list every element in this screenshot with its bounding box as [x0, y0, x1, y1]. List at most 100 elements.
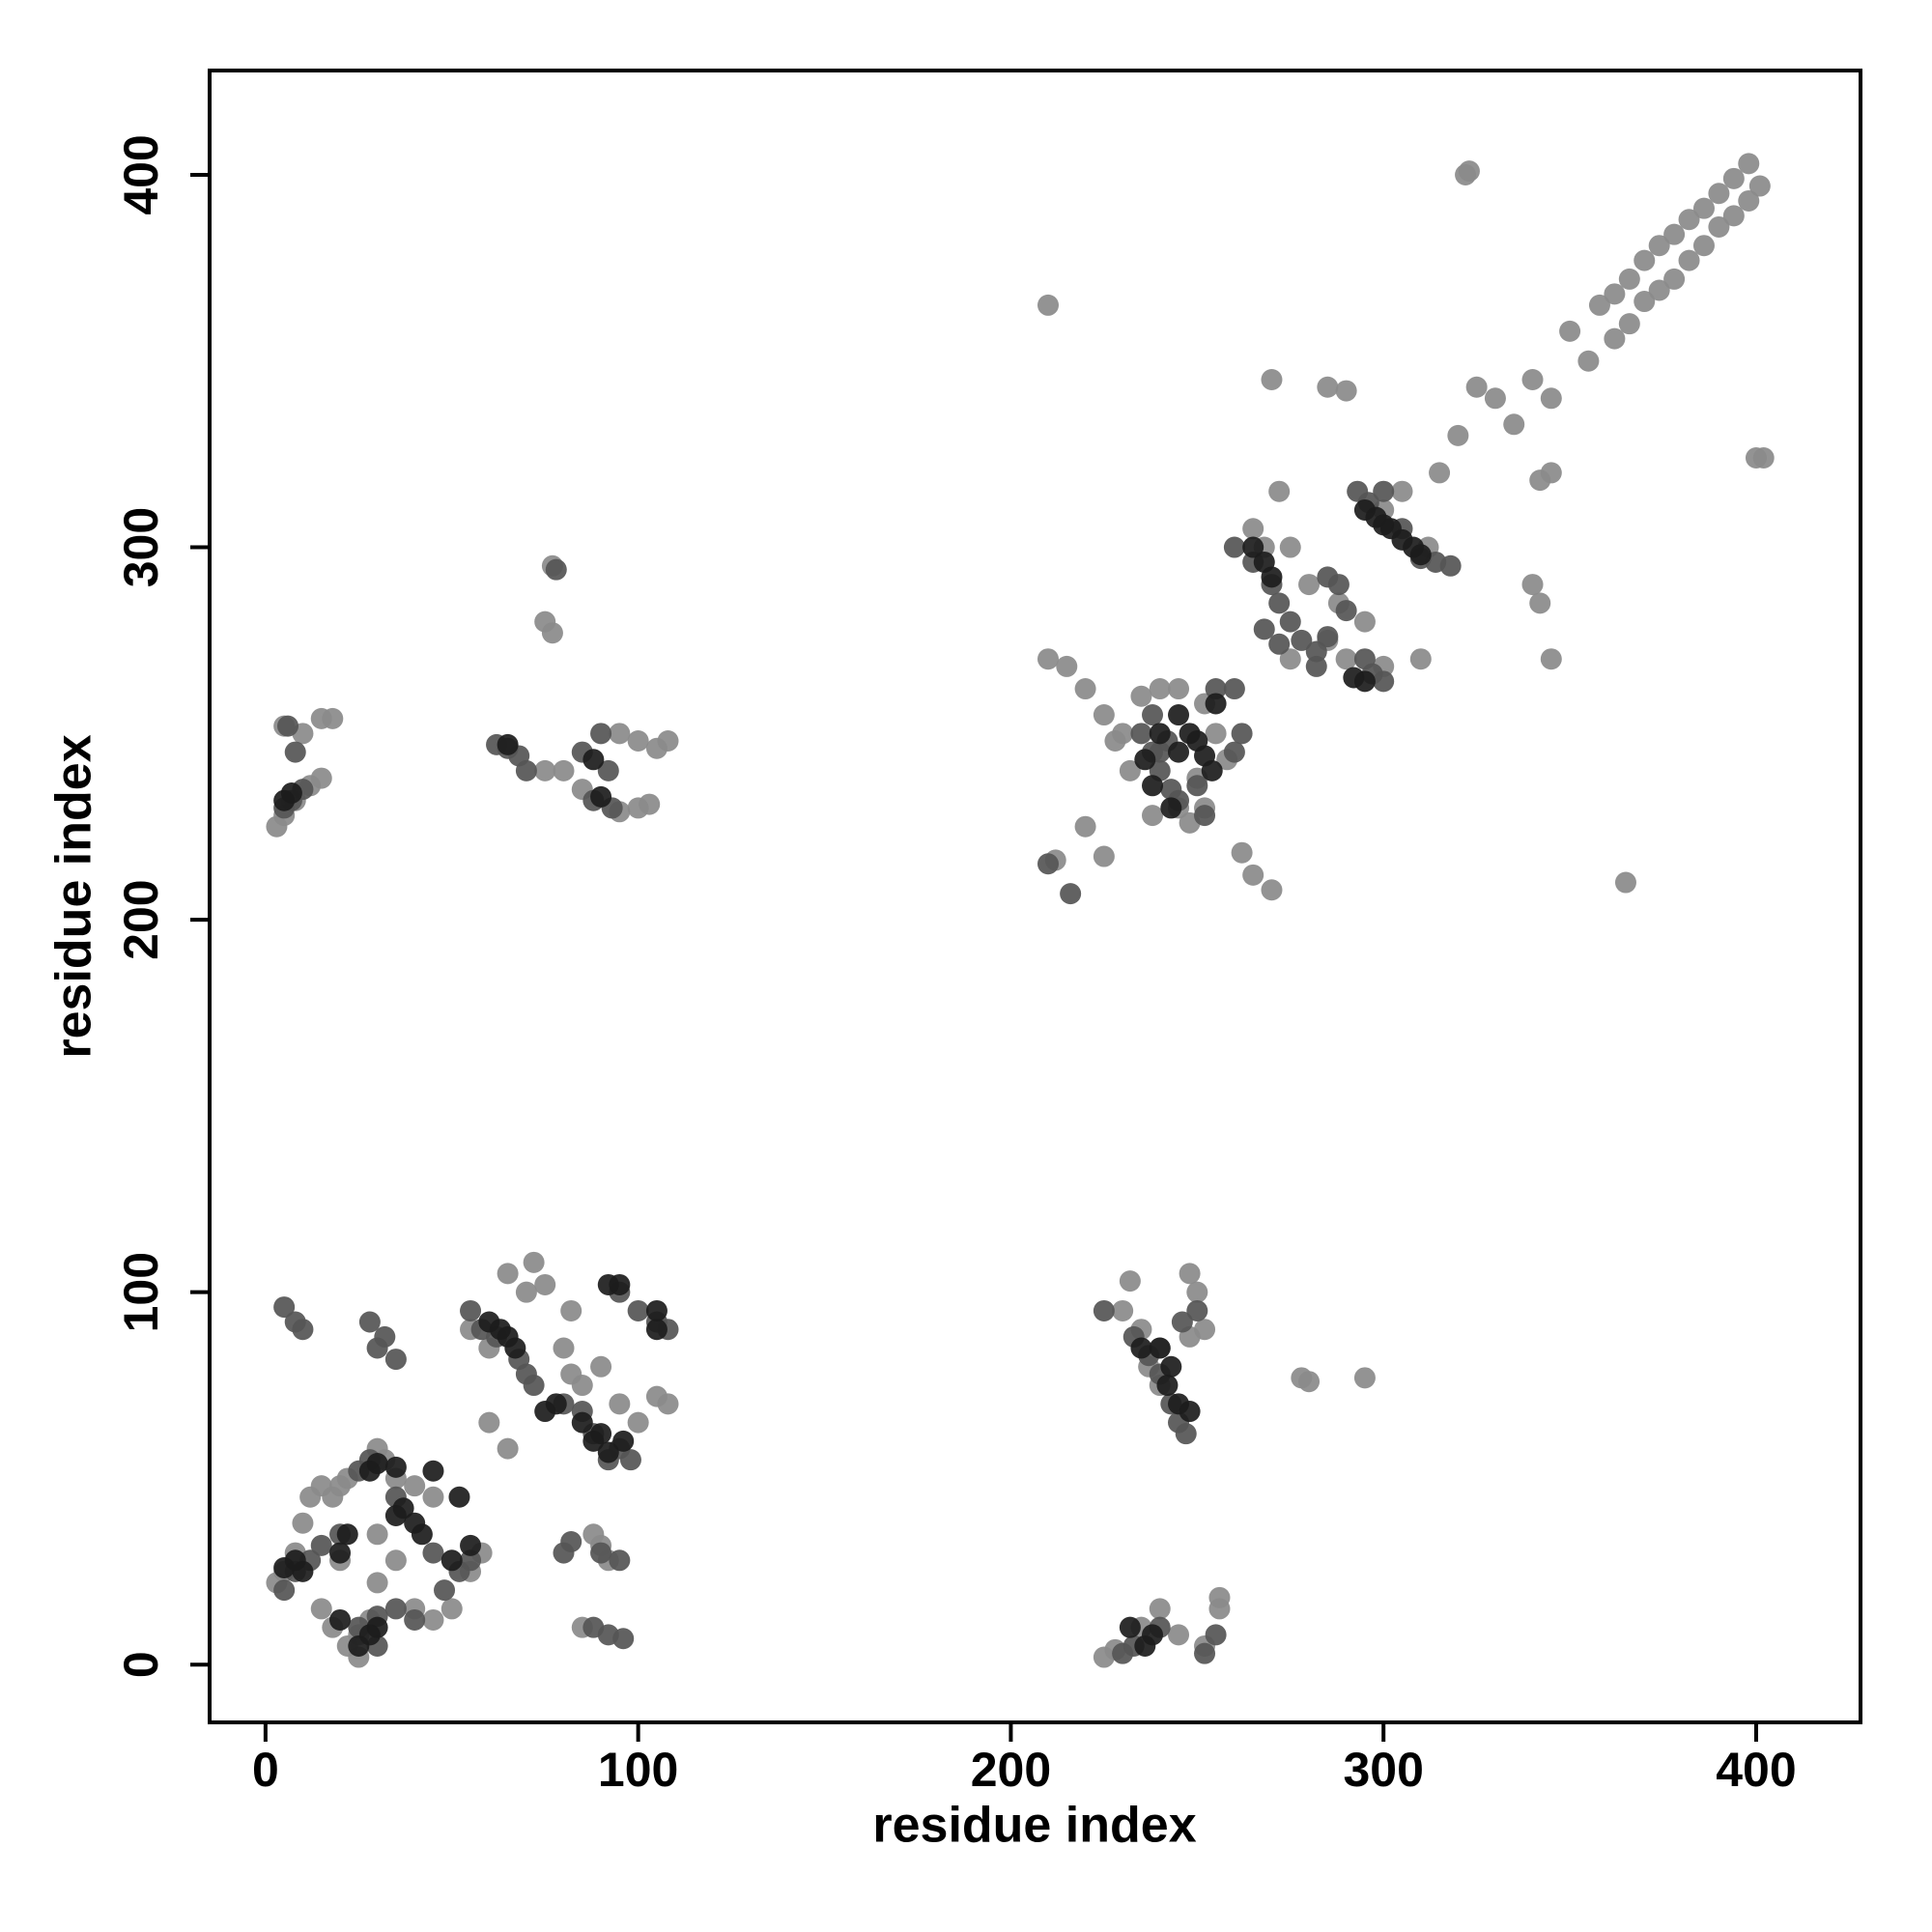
point: [366, 1616, 388, 1638]
point: [1060, 883, 1082, 905]
point: [1149, 723, 1171, 745]
point: [1409, 544, 1432, 566]
point: [1201, 759, 1223, 781]
point: [1119, 759, 1141, 781]
point: [1160, 1355, 1182, 1378]
point: [1458, 160, 1480, 183]
point: [1186, 1299, 1208, 1321]
point: [1168, 1624, 1190, 1646]
point: [1298, 574, 1321, 596]
point: [1618, 268, 1640, 290]
point: [639, 793, 661, 815]
point: [1604, 283, 1626, 305]
point: [310, 1598, 332, 1620]
point: [336, 1523, 358, 1546]
point: [1149, 1337, 1171, 1359]
point: [1663, 223, 1686, 245]
point: [422, 1460, 444, 1482]
point: [1149, 1598, 1171, 1620]
point: [358, 1311, 381, 1333]
point: [515, 1281, 537, 1303]
x-axis-label: residue index: [872, 1798, 1196, 1854]
point: [1559, 320, 1581, 342]
point: [1261, 879, 1283, 901]
point: [560, 1530, 582, 1552]
point: [1648, 279, 1670, 301]
point: [366, 1572, 388, 1594]
point: [1186, 1281, 1208, 1303]
point: [590, 1355, 612, 1378]
point: [1353, 611, 1376, 633]
point: [1305, 640, 1327, 663]
point: [273, 1296, 296, 1319]
point: [1722, 205, 1745, 227]
point: [1130, 1337, 1152, 1359]
point: [1268, 633, 1291, 655]
point: [1149, 678, 1171, 700]
x-tick-label: 400: [1716, 1743, 1796, 1797]
point: [1540, 387, 1562, 410]
point: [1104, 730, 1126, 753]
point: [1577, 350, 1600, 372]
point: [645, 1319, 668, 1341]
point: [1156, 1375, 1179, 1397]
point: [597, 759, 619, 781]
point: [1168, 741, 1190, 763]
point: [1745, 446, 1767, 469]
point: [434, 1579, 456, 1602]
point: [1738, 189, 1760, 212]
point: [460, 1534, 482, 1556]
point: [1037, 648, 1060, 670]
point: [1037, 853, 1060, 875]
point: [609, 1273, 631, 1295]
point: [422, 1542, 444, 1564]
point: [1261, 369, 1283, 391]
point: [384, 1598, 407, 1620]
point: [627, 730, 649, 753]
point: [1692, 197, 1715, 219]
point: [1279, 536, 1301, 558]
point: [1618, 313, 1640, 335]
point: [1242, 536, 1264, 558]
point: [329, 1542, 352, 1564]
point: [1540, 648, 1562, 670]
point: [1037, 294, 1060, 316]
point: [1678, 209, 1700, 231]
point: [448, 1486, 470, 1508]
point: [657, 1393, 679, 1415]
point: [657, 730, 679, 753]
point: [1279, 648, 1301, 670]
point: [1353, 1367, 1376, 1389]
point: [545, 558, 567, 581]
point: [1175, 1423, 1197, 1445]
point: [1093, 704, 1115, 726]
point: [609, 1549, 631, 1572]
point: [1409, 648, 1432, 670]
x-tick-label: 200: [971, 1743, 1051, 1797]
points: [266, 153, 1775, 1668]
point: [1298, 1371, 1321, 1393]
point: [1205, 693, 1227, 715]
point: [1223, 741, 1245, 763]
point: [497, 733, 519, 755]
point: [645, 1299, 668, 1321]
point: [1268, 592, 1291, 614]
point: [404, 1475, 426, 1497]
point: [612, 1430, 635, 1452]
point: [612, 1628, 635, 1650]
point: [590, 785, 612, 808]
point: [541, 622, 563, 644]
point: [504, 1337, 526, 1359]
point: [1179, 1401, 1201, 1423]
point: [1335, 380, 1357, 402]
point: [1231, 723, 1253, 745]
point: [1540, 462, 1562, 484]
point: [1335, 648, 1357, 670]
point: [440, 1598, 463, 1620]
point: [310, 1534, 332, 1556]
point: [1317, 626, 1339, 648]
point: [619, 1449, 641, 1471]
point: [1521, 574, 1544, 596]
point: [523, 1375, 545, 1397]
x-tick-label: 100: [598, 1743, 678, 1797]
